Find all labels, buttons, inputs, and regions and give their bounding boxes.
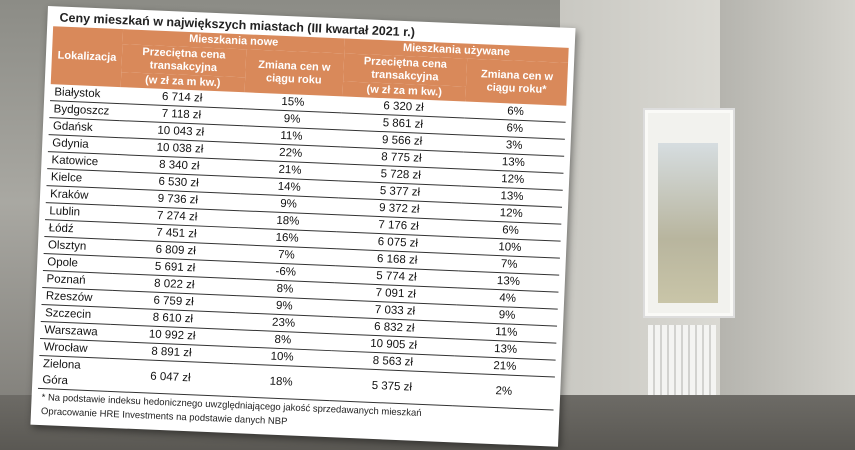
value-cell: 6 047 zł	[108, 358, 233, 397]
header-cell: Zmiana cen w ciągu roku	[244, 49, 345, 97]
city-cell: Olsztyn	[43, 236, 115, 257]
city-cell: Lublin	[45, 202, 116, 223]
price-table: Lokalizacja Mieszkania nowe Mieszkania u…	[37, 26, 569, 411]
value-cell: 5 375 zł	[329, 367, 455, 406]
wall	[720, 0, 855, 450]
city-cell: Gdynia	[47, 134, 119, 155]
city-cell: Kielce	[46, 168, 118, 189]
city-cell: Zielona Góra	[37, 355, 110, 392]
value-cell: 2%	[452, 372, 555, 411]
city-cell: Bydgoszcz	[49, 100, 121, 121]
city-cell: Łódź	[44, 219, 116, 240]
city-cell: Gdańsk	[48, 117, 120, 138]
city-cell: Kraków	[45, 185, 117, 206]
table-body: Białystok 6 714 zł 15% 6 320 zł 6% Bydgoszcz 7…	[37, 84, 567, 411]
header-cell: Zmiana cen w ciągu roku*	[465, 58, 569, 106]
window	[645, 110, 733, 316]
table-card: Ceny mieszkań w największych miastach (I…	[30, 6, 576, 447]
value-cell: 18%	[231, 363, 331, 401]
window-glass	[658, 143, 718, 303]
header-cell: Lokalizacja	[50, 26, 124, 88]
city-cell: Katowice	[47, 151, 119, 172]
